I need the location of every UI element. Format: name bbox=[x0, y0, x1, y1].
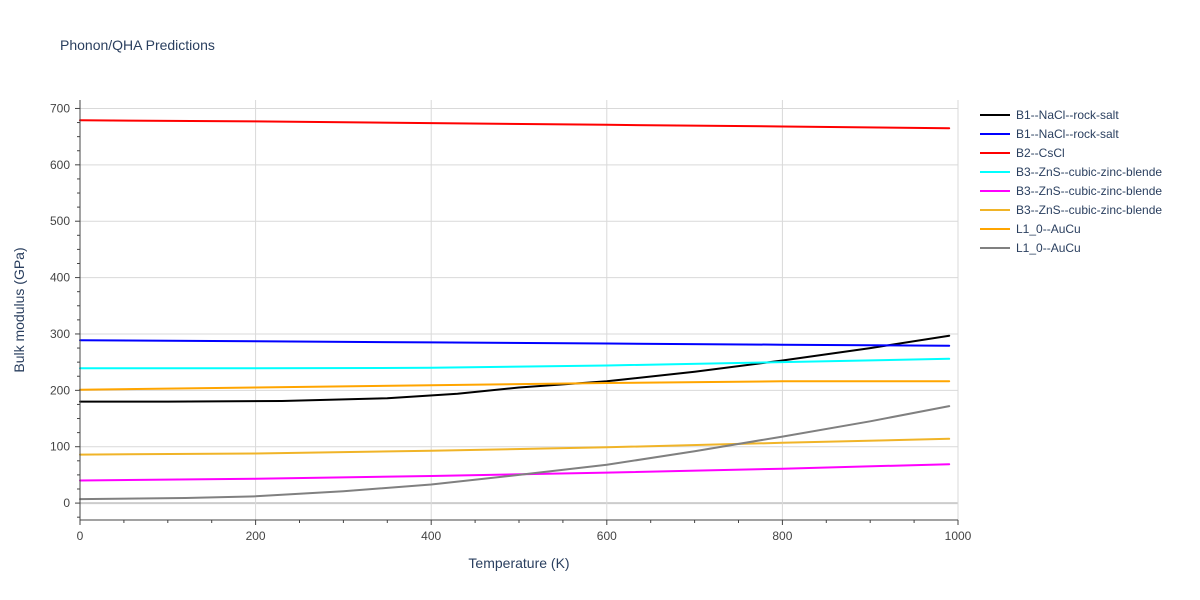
legend-label: B3--ZnS--cubic-zinc-blende bbox=[1016, 184, 1162, 198]
y-tick-label: 100 bbox=[50, 440, 70, 454]
legend-label: L1_0--AuCu bbox=[1016, 222, 1081, 236]
y-tick-label: 500 bbox=[50, 214, 70, 228]
x-axis-title: Temperature (K) bbox=[468, 555, 569, 571]
legend-label: B1--NaCl--rock-salt bbox=[1016, 108, 1119, 122]
chart-title: Phonon/QHA Predictions bbox=[60, 37, 215, 53]
y-tick-label: 0 bbox=[63, 496, 70, 510]
y-tick-label: 200 bbox=[50, 383, 70, 397]
x-tick-label: 800 bbox=[772, 529, 792, 543]
grid-lines bbox=[80, 100, 959, 520]
legend-label: B1--NaCl--rock-salt bbox=[1016, 127, 1119, 141]
axes bbox=[75, 100, 959, 525]
tick-labels: 0 200 400 600 800 1000 0 100 200 300 400 500 600 700 bbox=[50, 101, 972, 543]
series-line bbox=[79, 405, 951, 501]
x-tick-label: 200 bbox=[246, 529, 266, 543]
legend-label: B3--ZnS--cubic-zinc-blende bbox=[1016, 165, 1162, 179]
legend-label: L1_0--AuCu bbox=[1016, 241, 1081, 255]
series-line bbox=[79, 380, 951, 391]
x-tick-label: 0 bbox=[77, 529, 84, 543]
series-line bbox=[79, 119, 951, 130]
y-tick-label: 600 bbox=[50, 158, 70, 172]
y-tick-label: 400 bbox=[50, 271, 70, 285]
x-tick-label: 1000 bbox=[945, 529, 972, 543]
series-line bbox=[79, 339, 951, 347]
series-line bbox=[79, 357, 951, 370]
y-tick-label: 700 bbox=[50, 101, 70, 115]
y-axis-title: Bulk modulus (GPa) bbox=[11, 247, 27, 372]
x-tick-label: 600 bbox=[597, 529, 617, 543]
series-line bbox=[79, 334, 951, 403]
legend-label: B3--ZnS--cubic-zinc-blende bbox=[1016, 203, 1162, 217]
x-tick-label: 400 bbox=[421, 529, 441, 543]
series-lines bbox=[79, 119, 951, 501]
legend: B1--NaCl--rock-salt B1--NaCl--rock-salt B2… bbox=[980, 108, 1162, 255]
series-line bbox=[79, 463, 951, 482]
legend-label: B2--CsCl bbox=[1016, 146, 1065, 160]
y-tick-label: 300 bbox=[50, 327, 70, 341]
series-line bbox=[79, 437, 951, 456]
